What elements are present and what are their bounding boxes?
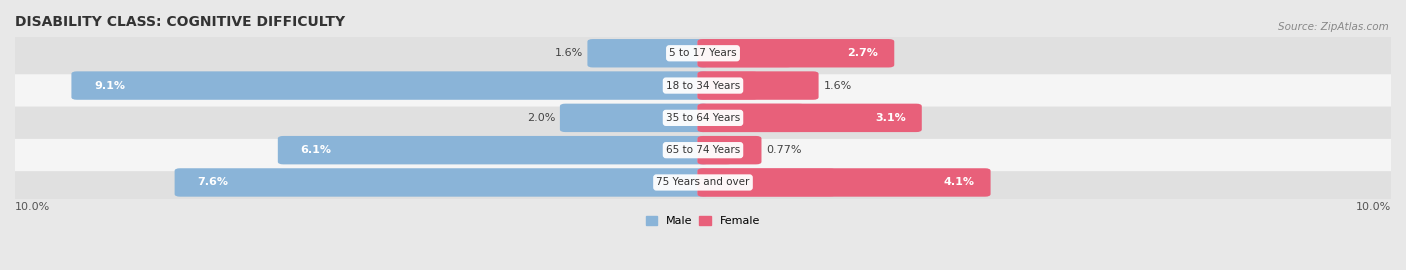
FancyBboxPatch shape [697, 136, 762, 164]
Text: 10.0%: 10.0% [15, 202, 51, 212]
FancyBboxPatch shape [4, 65, 1402, 107]
Text: 10.0%: 10.0% [1355, 202, 1391, 212]
Legend: Male, Female: Male, Female [644, 214, 762, 229]
Text: 75 Years and over: 75 Years and over [657, 177, 749, 187]
FancyBboxPatch shape [278, 136, 709, 164]
Text: 1.6%: 1.6% [554, 48, 582, 58]
FancyBboxPatch shape [697, 168, 835, 197]
Text: 6.1%: 6.1% [301, 145, 332, 155]
Text: 1.6%: 1.6% [824, 80, 852, 90]
FancyBboxPatch shape [174, 168, 709, 197]
FancyBboxPatch shape [4, 161, 1402, 204]
Text: 3.1%: 3.1% [875, 113, 905, 123]
Text: Source: ZipAtlas.com: Source: ZipAtlas.com [1278, 22, 1389, 32]
Text: 7.6%: 7.6% [197, 177, 228, 187]
FancyBboxPatch shape [697, 104, 922, 132]
FancyBboxPatch shape [697, 71, 758, 100]
Text: 2.0%: 2.0% [527, 113, 555, 123]
Text: 5 to 17 Years: 5 to 17 Years [669, 48, 737, 58]
FancyBboxPatch shape [697, 39, 894, 68]
Text: 2.7%: 2.7% [848, 48, 879, 58]
FancyBboxPatch shape [560, 104, 709, 132]
FancyBboxPatch shape [697, 39, 792, 68]
Text: 65 to 74 Years: 65 to 74 Years [666, 145, 740, 155]
FancyBboxPatch shape [588, 39, 709, 68]
Text: 18 to 34 Years: 18 to 34 Years [666, 80, 740, 90]
FancyBboxPatch shape [697, 71, 818, 100]
FancyBboxPatch shape [72, 71, 709, 100]
Text: 4.1%: 4.1% [943, 177, 974, 187]
FancyBboxPatch shape [697, 104, 804, 132]
Text: DISABILITY CLASS: COGNITIVE DIFFICULTY: DISABILITY CLASS: COGNITIVE DIFFICULTY [15, 15, 344, 29]
FancyBboxPatch shape [4, 129, 1402, 171]
FancyBboxPatch shape [4, 32, 1402, 74]
FancyBboxPatch shape [697, 168, 991, 197]
Text: 35 to 64 Years: 35 to 64 Years [666, 113, 740, 123]
Text: 9.1%: 9.1% [94, 80, 125, 90]
Text: 0.77%: 0.77% [766, 145, 801, 155]
FancyBboxPatch shape [4, 97, 1402, 139]
FancyBboxPatch shape [697, 136, 733, 164]
